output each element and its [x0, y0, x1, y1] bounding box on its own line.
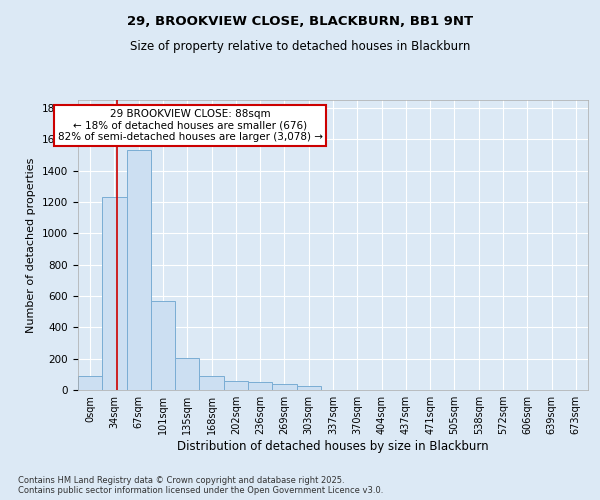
Bar: [175, 358, 199, 390]
Bar: [102, 197, 127, 390]
Bar: [296, 386, 321, 390]
Bar: [272, 384, 296, 390]
Bar: [151, 300, 175, 390]
Text: Size of property relative to detached houses in Blackburn: Size of property relative to detached ho…: [130, 40, 470, 53]
Bar: [248, 382, 272, 390]
X-axis label: Distribution of detached houses by size in Blackburn: Distribution of detached houses by size …: [177, 440, 489, 453]
Bar: [78, 376, 102, 390]
Y-axis label: Number of detached properties: Number of detached properties: [26, 158, 37, 332]
Bar: [127, 150, 151, 390]
Text: 29, BROOKVIEW CLOSE, BLACKBURN, BB1 9NT: 29, BROOKVIEW CLOSE, BLACKBURN, BB1 9NT: [127, 15, 473, 28]
Text: 29 BROOKVIEW CLOSE: 88sqm
← 18% of detached houses are smaller (676)
82% of semi: 29 BROOKVIEW CLOSE: 88sqm ← 18% of detac…: [58, 108, 323, 142]
Bar: [199, 376, 224, 390]
Text: Contains HM Land Registry data © Crown copyright and database right 2025.
Contai: Contains HM Land Registry data © Crown c…: [18, 476, 383, 495]
Bar: [224, 380, 248, 390]
